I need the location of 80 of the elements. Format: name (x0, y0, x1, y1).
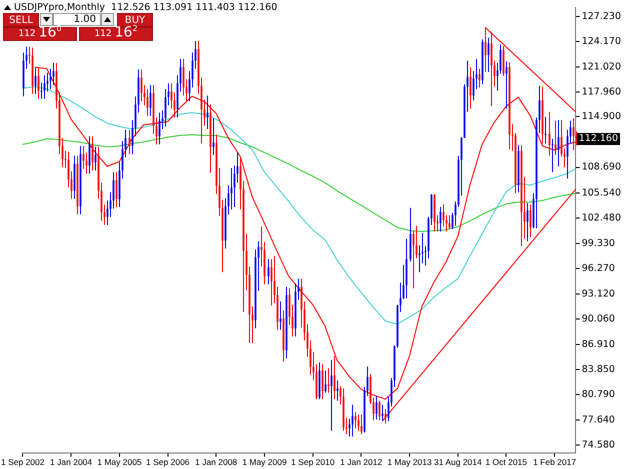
candlestick (358, 414, 360, 432)
candlestick (336, 380, 338, 402)
x-tick-label: 1 Jan 2012 (340, 457, 382, 468)
x-tick-label: 1 May 2013 (387, 457, 432, 468)
candlestick (354, 412, 356, 429)
y-tick-label: 86.910 (582, 338, 615, 350)
candlestick (88, 136, 90, 174)
candlestick (470, 66, 472, 110)
x-tick-label: 1 Jan 2004 (50, 457, 92, 468)
candlestick (488, 37, 490, 72)
chart-title: USDJPYpro,Monthly 112.526 113.091 111.403 112.160 (14, 2, 278, 13)
candlestick (502, 45, 504, 77)
candlestick (158, 112, 160, 145)
candlestick (526, 202, 528, 242)
candlestick (554, 120, 556, 156)
candlestick (34, 67, 36, 94)
x-tick-label: 1 Feb 2017 (533, 457, 576, 468)
candlestick (440, 206, 442, 232)
y-tick-label: 124.170 (582, 36, 622, 47)
candlestick (352, 404, 354, 438)
y-tick-label: 96.270 (582, 262, 615, 274)
candlestick (442, 204, 444, 228)
candlestick (328, 368, 330, 394)
candlestick (212, 118, 214, 156)
candlestick (506, 60, 508, 110)
candlestick (330, 360, 332, 432)
candlestick (280, 300, 282, 330)
x-tick-label: 1 Sep 2006 (146, 457, 190, 468)
candlestick (44, 74, 46, 100)
annotation: 1.00 (53, 13, 101, 26)
candlestick (94, 146, 96, 171)
candlestick (150, 84, 152, 116)
candlestick (548, 111, 550, 156)
y-tick-label: 121.020 (582, 61, 622, 72)
candlestick (382, 404, 384, 422)
candlestick (360, 414, 362, 435)
candlestick (268, 258, 270, 285)
x-tick-label: 1 Sep 2010 (291, 457, 335, 468)
candlestick (376, 395, 378, 420)
candlestick (324, 370, 326, 394)
candlestick (412, 230, 414, 289)
candlestick (448, 214, 450, 230)
text: 112.160 (576, 133, 620, 146)
x-tick-label: 1 Jan 2008 (195, 457, 238, 468)
candlestick (558, 119, 560, 167)
y-tick-label: 77.640 (582, 414, 615, 426)
candlestick (92, 136, 94, 171)
candlestick (378, 400, 380, 421)
y-tick-label: 108.690 (582, 162, 622, 173)
candlestick (116, 172, 118, 208)
y-tick-label: 102.480 (582, 212, 622, 224)
candlestick (52, 62, 54, 86)
candlestick (82, 146, 84, 170)
y-tick-label: 80.790 (582, 388, 615, 400)
candlestick (478, 68, 480, 88)
y-tick-label: 90.060 (582, 313, 615, 324)
candlestick (140, 69, 142, 102)
x-tick-label: 1 Oct 2015 (485, 457, 528, 468)
candlestick (128, 129, 130, 155)
y-tick-label: 105.540 (582, 187, 622, 198)
y-tick-label: 93.120 (582, 288, 615, 300)
candlestick (530, 204, 532, 238)
candlestick (270, 258, 272, 306)
y-tick-label: 74.580 (582, 439, 615, 450)
candlestick (490, 32, 492, 107)
candlestick (206, 95, 208, 130)
annotation: SELL (3, 13, 39, 27)
y-tick-label: 83.850 (582, 364, 615, 375)
x-tick-label: 1 May 2005 (97, 457, 142, 468)
candlestick (552, 138, 554, 173)
y-tick-label: 127.230 (582, 10, 622, 22)
x-tick-label: 1 May 2009 (242, 457, 287, 468)
y-tick-label: 114.900 (582, 111, 622, 122)
x-tick-label: 31 Aug 2014 (434, 457, 482, 468)
y-tick-label: 117.960 (582, 86, 622, 98)
candlestick (146, 88, 148, 116)
candlestick (544, 116, 546, 144)
y-tick-label: 99.330 (582, 238, 615, 249)
x-tick-label: 1 Sep 2002 (1, 457, 45, 468)
candlestick (322, 364, 324, 400)
